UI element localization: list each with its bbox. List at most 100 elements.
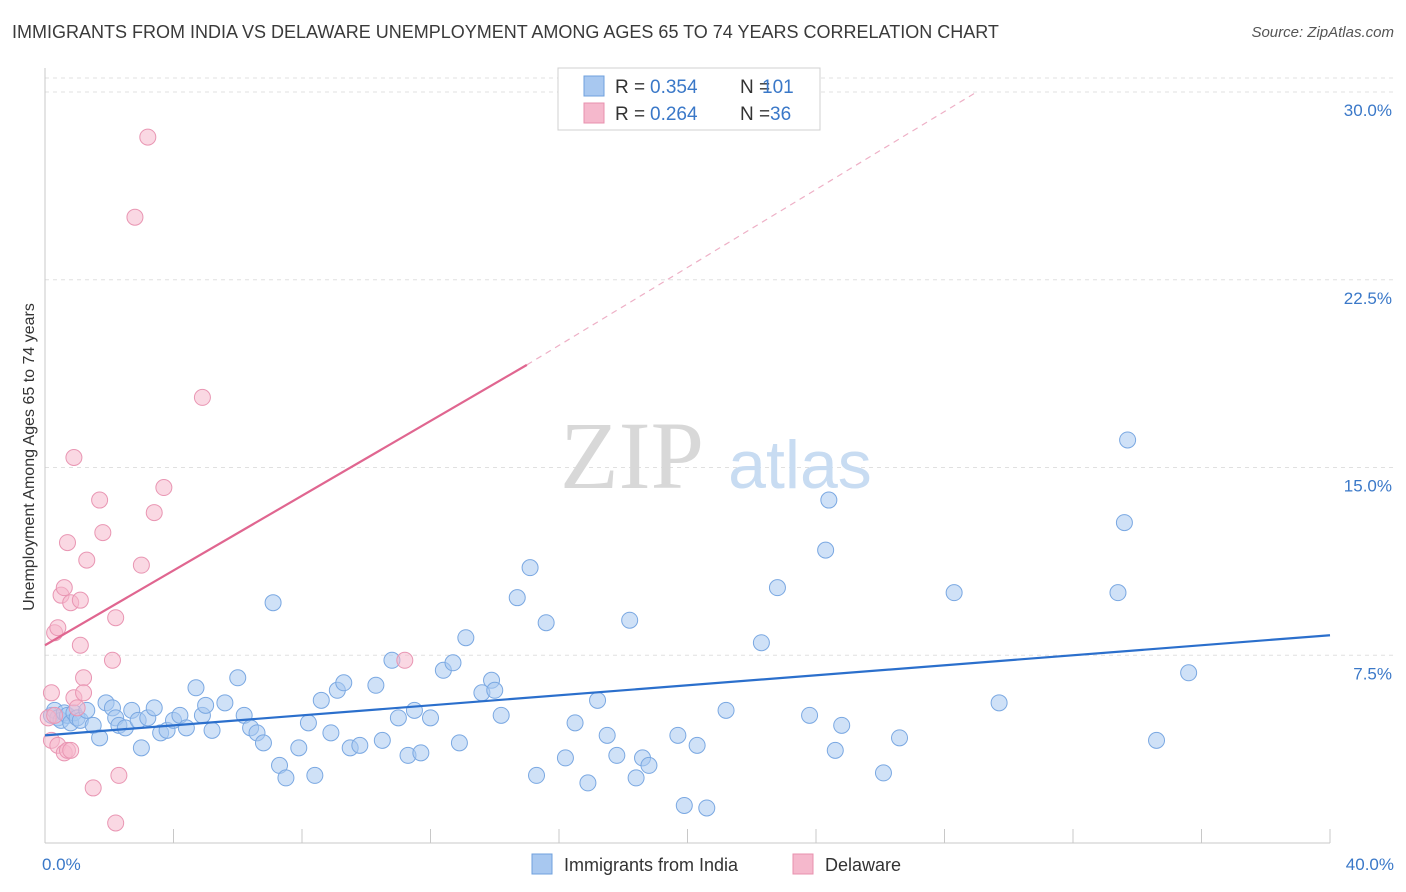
point-delaware <box>396 651 414 669</box>
point-delaware <box>84 779 102 797</box>
point-delaware <box>110 766 128 784</box>
point-india <box>598 726 616 744</box>
point-india <box>833 716 851 734</box>
trend-line-delaware-extension <box>526 91 977 366</box>
bottom-legend-swatch-blue <box>531 853 553 875</box>
legend-r-label-2: R = <box>615 104 645 125</box>
point-delaware <box>94 524 112 542</box>
point-india <box>1180 664 1198 682</box>
point-india <box>874 764 892 782</box>
point-india <box>698 799 716 817</box>
point-delaware <box>107 609 125 627</box>
point-india <box>290 739 308 757</box>
point-delaware <box>68 699 86 717</box>
bottom-legend-label-india: Immigrants from India <box>564 855 739 875</box>
point-delaware <box>139 128 157 146</box>
point-india <box>216 694 234 712</box>
point-delaware <box>42 684 60 702</box>
y-tick-label: 7.5% <box>1353 664 1392 683</box>
legend-n-label-1: N = <box>740 77 770 98</box>
point-india <box>566 714 584 732</box>
point-india <box>820 491 838 509</box>
point-india <box>621 611 639 629</box>
y-tick-label: 30.0% <box>1344 101 1392 120</box>
tick-labels: 7.5% 15.0% 22.5% 30.0% 0.0% 40.0% <box>42 101 1394 874</box>
axes <box>44 68 1331 844</box>
point-delaware <box>65 449 83 466</box>
point-india <box>389 709 407 727</box>
legend-swatch-blue <box>583 75 605 97</box>
point-india <box>457 629 475 647</box>
point-india <box>675 796 693 814</box>
point-india <box>537 614 555 632</box>
point-india <box>486 681 504 699</box>
point-delaware <box>71 591 89 609</box>
trend-lines <box>44 91 1331 737</box>
point-india <box>322 724 340 742</box>
legend-r-label-1: R = <box>615 77 645 98</box>
watermark-zip: ZIP <box>560 402 704 509</box>
point-india <box>817 541 835 559</box>
point-india <box>627 769 645 787</box>
point-india <box>450 734 468 752</box>
point-india <box>412 744 430 762</box>
point-india <box>492 706 510 724</box>
point-delaware <box>49 619 67 637</box>
point-india <box>132 739 150 757</box>
point-india <box>826 741 844 759</box>
point-delaware <box>62 741 80 759</box>
point-india <box>264 594 282 612</box>
source-label: Source: ZipAtlas.com <box>1251 24 1394 41</box>
point-india <box>367 676 385 694</box>
point-india <box>277 769 295 787</box>
legend-swatch-pink <box>583 102 605 124</box>
point-india <box>521 559 539 577</box>
point-india <box>640 756 658 774</box>
gridlines <box>45 77 1395 656</box>
point-india <box>1119 431 1137 449</box>
point-india <box>891 729 909 747</box>
point-india <box>254 734 272 752</box>
point-delaware <box>55 579 73 597</box>
point-india <box>717 701 735 719</box>
point-india <box>990 694 1008 712</box>
point-delaware <box>58 534 76 552</box>
point-india <box>187 679 205 697</box>
point-india <box>91 729 109 747</box>
point-india <box>608 746 626 764</box>
point-delaware <box>126 208 144 226</box>
x-tick-label-max: 40.0% <box>1346 855 1394 874</box>
point-delaware <box>91 491 109 509</box>
point-delaware <box>107 814 125 832</box>
point-india <box>145 699 163 717</box>
legend-n-value-2: 36 <box>770 104 791 125</box>
point-india <box>579 774 597 792</box>
chart-title: IMMIGRANTS FROM INDIA VS DELAWARE UNEMPL… <box>12 22 999 42</box>
trend-line-india <box>44 634 1331 737</box>
legend-n-label-2: N = <box>740 104 770 125</box>
point-delaware <box>103 651 121 669</box>
point-india <box>752 634 770 652</box>
point-india <box>197 696 215 714</box>
point-delaware <box>145 504 163 522</box>
point-india <box>444 654 462 672</box>
point-india <box>1109 584 1127 602</box>
point-india <box>335 674 353 692</box>
point-india <box>556 749 574 767</box>
point-india <box>1148 731 1166 749</box>
point-india <box>405 701 423 719</box>
point-india <box>801 706 819 724</box>
y-tick-label: 22.5% <box>1344 289 1392 308</box>
point-delaware <box>193 388 211 406</box>
point-india <box>688 736 706 754</box>
point-india <box>945 584 963 602</box>
point-india <box>306 766 324 784</box>
point-delaware <box>46 706 64 724</box>
point-delaware <box>78 551 96 569</box>
watermark-atlas: atlas <box>728 427 872 503</box>
legend-box: R = 0.354 N = 101 R = 0.264 N = 36 <box>557 67 821 131</box>
point-india <box>589 691 607 709</box>
point-delaware <box>155 479 173 497</box>
x-tick-label-min: 0.0% <box>42 855 81 874</box>
